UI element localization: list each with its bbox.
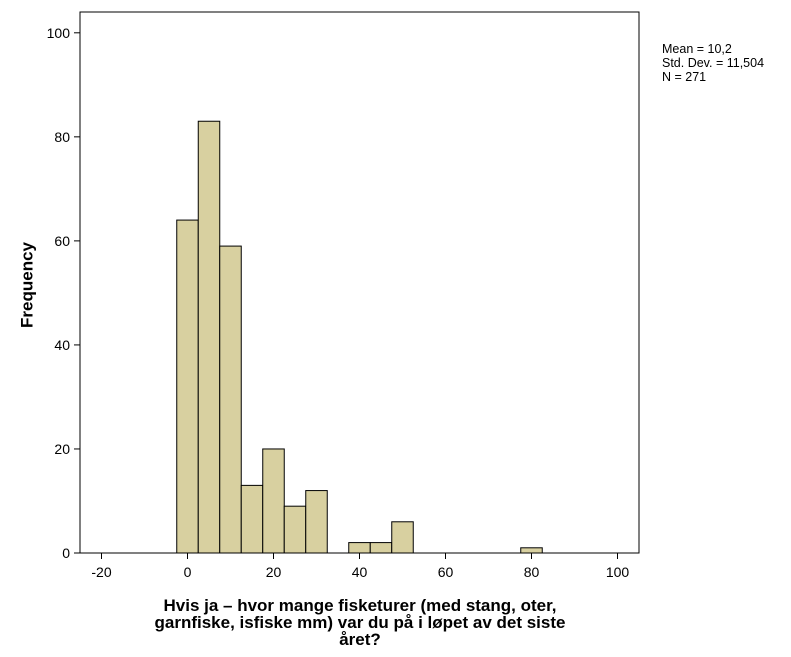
y-tick-label: 0 [62, 545, 70, 561]
histogram-bar [240, 484, 264, 554]
y-axis-label: Frequency [17, 241, 36, 328]
x-axis-label-line-2: garnfiske, isfiske mm) var du på i løpet… [154, 613, 566, 632]
x-tick-label: 80 [524, 564, 540, 580]
bars-group [176, 120, 543, 554]
histogram-bar [348, 542, 371, 554]
x-axis-label: Hvis ja – hvor mange fisketurer (med sta… [80, 597, 640, 648]
histogram-bar [283, 505, 307, 554]
x-tick-label: 100 [606, 564, 630, 580]
histogram-bar [520, 547, 543, 554]
y-tick-label: 20 [54, 441, 70, 457]
x-tick-label: 40 [352, 564, 368, 580]
y-tick-label: 80 [54, 129, 70, 145]
x-tick-label: 60 [438, 564, 454, 580]
histogram-bar [391, 521, 414, 554]
y-tick-label: 60 [54, 233, 70, 249]
axes-group: -20 0 20 40 60 80 100 0 20 40 60 80 100 [47, 11, 640, 580]
x-tick-label: -20 [91, 564, 111, 580]
histogram-bar [262, 448, 285, 554]
histogram-bar [219, 245, 242, 554]
y-tick-label: 100 [47, 25, 71, 41]
stats-n: N = 271 [662, 70, 707, 84]
stats-std-dev: Std. Dev. = 11,504 [662, 56, 765, 70]
plot-frame [79, 11, 640, 554]
stats-box: Mean = 10,2 Std. Dev. = 11,504 N = 271 [662, 42, 764, 84]
stats-mean: Mean = 10,2 [662, 42, 732, 56]
y-tick-label: 40 [54, 337, 70, 353]
x-axis-label-line-3: året? [339, 630, 381, 649]
x-axis-label-line-1: Hvis ja – hvor mange fisketurer (med sta… [163, 596, 557, 615]
histogram-bar [176, 219, 199, 554]
x-tick-label: 20 [266, 564, 282, 580]
x-tick-label: 0 [184, 564, 192, 580]
histogram-bar [197, 120, 221, 554]
histogram-bar [369, 542, 393, 554]
histogram-bar [305, 490, 328, 554]
